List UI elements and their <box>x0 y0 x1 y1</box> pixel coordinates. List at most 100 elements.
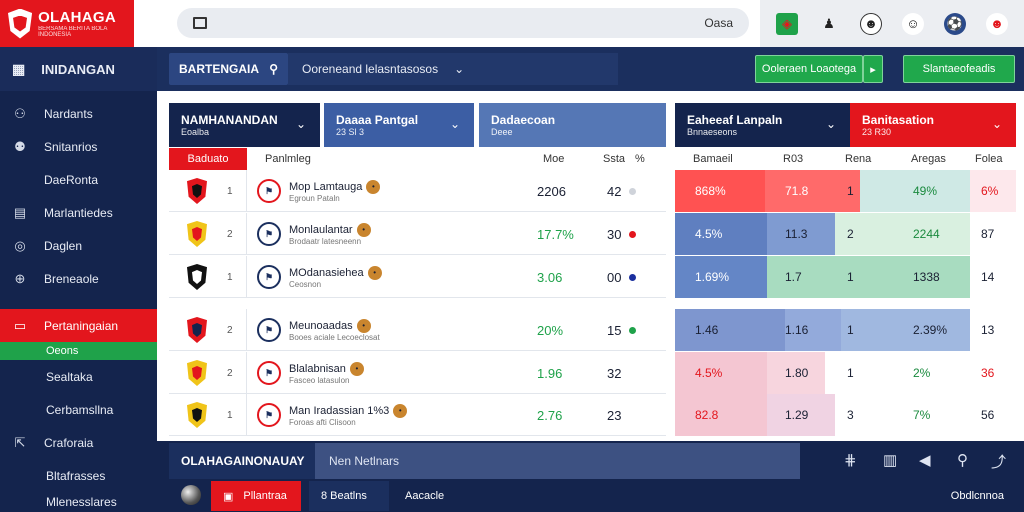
table-row[interactable]: 1 ⚑ MOdanasiehea • Ceosnon 3.06 00 <box>169 256 666 298</box>
stat-bar-segment <box>970 394 1016 436</box>
column-header[interactable]: Folea <box>975 153 1003 165</box>
stats-row[interactable]: 868% 71.8 1 49% 6% <box>675 170 1016 212</box>
stat-value: 1.7 <box>785 270 802 284</box>
face-icon[interactable]: ☻ <box>860 12 882 35</box>
bottom-label[interactable]: Aacacle <box>405 490 445 502</box>
rank-cell: 2 <box>169 213 247 255</box>
stat-bar-segment <box>785 309 841 351</box>
header-card[interactable]: Daaaa Pantgal 23 Sl 3 ⌄ <box>324 103 474 147</box>
green-action-button[interactable]: Ooleraen Loaotega <box>755 55 863 83</box>
top-icon-bar: ◈ ♟ ☻ ☺ ⚽ ☻ <box>760 0 1024 47</box>
header-card[interactable]: Banitasation 23 R30 ⌄ <box>850 103 1016 147</box>
sidebar-item-snitanrios[interactable]: ⚉ Snitanrios <box>0 130 157 163</box>
group-icon: ⚉ <box>14 138 26 154</box>
mascot-icon[interactable]: ☻ <box>986 12 1008 35</box>
sidebar-header[interactable]: ▦ INIDANGAN <box>0 47 157 91</box>
red-action-button[interactable]: ▣ Pllantraa <box>211 481 301 511</box>
sidebar-item-marlantiedes[interactable]: ▤ Marlantiedes <box>0 196 157 229</box>
sidebar-subitem[interactable]: Cerbamsllna <box>46 402 114 417</box>
table-row[interactable]: 1 ⚑ Mop Lamtauga • Egroun Pataln 2206 42 <box>169 170 666 212</box>
column-header[interactable]: Bamaeil <box>693 153 733 165</box>
stats-row[interactable]: 4.5% 11.3 2 2244 87 <box>675 213 1016 255</box>
sidebar-item-daeronta[interactable]: DaeRonta <box>0 163 157 196</box>
player-icon[interactable]: ♟ <box>823 15 835 31</box>
stats-icon[interactable]: ▥ <box>883 452 898 469</box>
club-crest-icon <box>187 264 207 290</box>
stats-row[interactable]: 1.46 1.16 1 2.39% 13 <box>675 309 1016 351</box>
team-badge-icon: • <box>349 361 364 376</box>
table-row[interactable]: 2 ⚑ Meunoaadas • Booes aciale Lecoeclosat… <box>169 309 666 351</box>
filter-search[interactable]: BARTENGAIA ⚲ <box>169 53 288 85</box>
column-header[interactable]: Ssta <box>603 153 626 165</box>
column-header[interactable]: Rena <box>845 153 872 165</box>
column-header[interactable]: R03 <box>783 153 804 165</box>
stats-row[interactable]: 4.5% 1.80 1 2% 36 <box>675 352 1016 394</box>
chevron-down-icon: ⌄ <box>295 117 306 131</box>
team-cell[interactable]: ⚑ Blalabnisan • Fasceo latasulon <box>257 352 517 394</box>
column-header[interactable]: Moe <box>543 153 565 165</box>
status-dot-icon <box>629 273 637 281</box>
table-row[interactable]: 2 ⚑ Monlaulantar • Brodaatr latesneenn 17… <box>169 213 666 255</box>
table-row[interactable]: 2 ⚑ Blalabnisan • Fasceo latasulon 1.96 3… <box>169 352 666 394</box>
stat-value: 87 <box>981 227 995 241</box>
team-name: Man Iradassian 1%3 <box>289 404 390 417</box>
header-card[interactable]: Dadaecoan Deee <box>479 103 666 147</box>
stat-value: 13 <box>981 323 995 337</box>
column-header[interactable]: Aregas <box>911 153 946 165</box>
table-row[interactable]: 1 ⚑ Man Iradassian 1%3 • Foroas afti Clis… <box>169 394 666 436</box>
play-button[interactable]: ▸ <box>863 55 883 83</box>
sidebar-item-breneaole[interactable]: ⊕ Breneaole <box>0 262 157 295</box>
team-cell[interactable]: ⚑ MOdanasiehea • Ceosnon <box>257 256 517 298</box>
green-secondary-button[interactable]: Slantaeofeadis <box>903 55 1015 83</box>
stats-row[interactable]: 1.69% 1.7 1 1338 14 <box>675 256 1016 298</box>
sidebar-subitem-active[interactable]: Oeons <box>0 342 157 360</box>
exit-icon: ⇱ <box>14 434 26 450</box>
column-header[interactable]: % <box>635 153 645 165</box>
stat-bar-segment <box>970 352 1016 394</box>
stat-bar-segment <box>825 352 970 394</box>
ball-icon[interactable]: ⚽ <box>944 12 966 35</box>
rank-cell: 1 <box>169 394 247 436</box>
team-badge-icon: • <box>356 318 371 333</box>
search-icon[interactable]: ⚲ <box>957 452 968 469</box>
toolbar: BARTENGAIA ⚲ Ooreneand lelasntasosos ⌄ O… <box>157 47 1024 91</box>
team-badge-icon: • <box>393 403 408 418</box>
sidebar-item-nardants[interactable]: ⚇ Nardants <box>0 97 157 130</box>
sidebar-item-pertaningaian[interactable]: ▭ Pertaningaian <box>0 309 157 342</box>
bottom-right-label[interactable]: Obdlcnnoa <box>950 490 1004 502</box>
stats-row[interactable]: 82.8 1.29 3 7% 56 <box>675 394 1016 436</box>
face-icon[interactable]: ☺ <box>902 12 924 35</box>
search-button[interactable]: Oasa <box>704 16 733 30</box>
team-name: Monlaulantar <box>289 223 353 236</box>
filter-dropdown[interactable]: Ooreneand lelasntasosos ⌄ <box>288 53 618 85</box>
team-cell[interactable]: ⚑ Monlaulantar • Brodaatr latesneenn <box>257 213 517 255</box>
settings-icon[interactable]: ⋕ <box>844 452 857 469</box>
brand-logo[interactable]: OLAHAGA BERSAMA BERITA BOLA INDONESIA <box>0 0 134 47</box>
sidebar-item-craforaia[interactable]: ⇱ Craforaia <box>0 426 157 459</box>
link-icon[interactable]: ⤴ <box>991 454 1007 471</box>
chat-icon: ◎ <box>14 237 26 253</box>
sidebar-subitem[interactable]: Mlenesslares <box>46 495 117 509</box>
bottom-input[interactable]: Nen Netlnars <box>315 443 800 479</box>
team-cell[interactable]: ⚑ Man Iradassian 1%3 • Foroas afti Clisoo… <box>257 394 517 436</box>
volume-icon[interactable]: ◀ <box>919 452 931 469</box>
header-card[interactable]: Eaheeaf Lanpaln Bnnaeseons ⌄ <box>675 103 850 147</box>
flag-badge-icon[interactable]: ◈ <box>776 12 798 35</box>
sidebar-item-label: Breneaole <box>44 271 99 286</box>
sidebar-subitem[interactable]: Sealtaka <box>46 369 93 384</box>
team-cell[interactable]: ⚑ Mop Lamtauga • Egroun Pataln <box>257 170 517 212</box>
stat-value: 36 <box>981 366 995 380</box>
sidebar-subitem[interactable]: Bltafrasses <box>46 468 106 483</box>
search-bar[interactable]: Oasa <box>177 8 749 38</box>
count-label[interactable]: 8 Beatlns <box>309 481 389 511</box>
team-badge-icon: • <box>356 222 371 237</box>
column-header[interactable]: Baduato <box>169 148 247 170</box>
header-card[interactable]: NAMHANANDAN Eoalba ⌄ <box>169 103 320 147</box>
ball-icon[interactable] <box>181 485 201 505</box>
stat-value: 1 <box>847 323 854 337</box>
sidebar-item-daglen[interactable]: ◎ Daglen <box>0 229 157 262</box>
column-header[interactable]: Panlmleg <box>265 153 311 165</box>
team-cell[interactable]: ⚑ Meunoaadas • Booes aciale Lecoeclosat <box>257 309 517 351</box>
team-name: Mop Lamtauga <box>289 180 363 193</box>
card-icon: ▭ <box>13 317 27 333</box>
